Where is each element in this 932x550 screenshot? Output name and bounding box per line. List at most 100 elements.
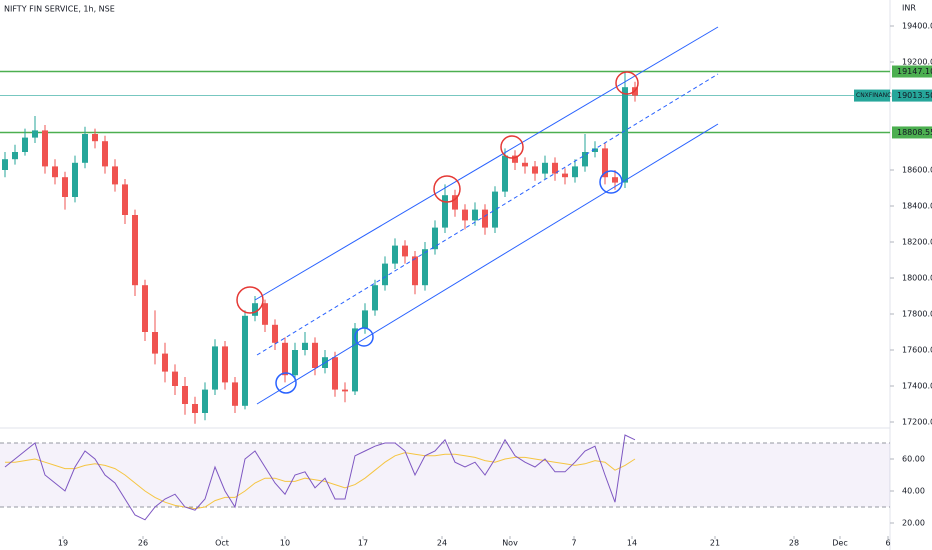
candle-body bbox=[182, 386, 188, 404]
candle-body bbox=[272, 324, 278, 343]
level-tag bbox=[892, 65, 932, 78]
x-tick-label: Oct bbox=[215, 539, 229, 548]
candle-body bbox=[472, 209, 478, 221]
y-tick-label: 17800.00 bbox=[902, 310, 932, 319]
y-tick-label: 18400.00 bbox=[902, 202, 932, 211]
circle-high bbox=[433, 175, 461, 203]
rsi-y-tick-label: 40.00 bbox=[902, 487, 925, 496]
candle-body bbox=[452, 195, 458, 210]
candle-body bbox=[622, 87, 628, 183]
candle-body bbox=[162, 353, 168, 372]
candle-body bbox=[42, 130, 48, 167]
candle-body bbox=[502, 155, 508, 192]
symbol-label: CNXFINANCE bbox=[856, 92, 895, 99]
candle-body bbox=[172, 371, 178, 386]
candle-body bbox=[152, 332, 158, 354]
x-tick-label: 21 bbox=[710, 539, 720, 548]
level-label: 19147.10 bbox=[897, 67, 932, 76]
y-tick-label: 17400.00 bbox=[902, 382, 932, 391]
drawings bbox=[236, 26, 719, 405]
candle-body bbox=[282, 342, 288, 376]
rsi-band bbox=[0, 443, 890, 507]
symbol-tag bbox=[854, 89, 890, 102]
candle-body bbox=[612, 177, 618, 183]
circle-high bbox=[500, 135, 524, 159]
candle-body bbox=[132, 215, 138, 286]
candle-body bbox=[532, 166, 538, 174]
candle-body bbox=[2, 159, 8, 170]
chart-title: NIFTY FIN SERVICE, 1h, NSE bbox=[4, 5, 115, 14]
candle-body bbox=[112, 166, 118, 185]
candle-body bbox=[412, 256, 418, 286]
candle-body bbox=[572, 166, 578, 178]
last-price-tag bbox=[892, 89, 932, 102]
y-tick-label: 19400.00 bbox=[902, 22, 932, 31]
candle-body bbox=[342, 389, 348, 392]
candle-body bbox=[212, 346, 218, 390]
x-tick-label: Dec bbox=[832, 539, 847, 548]
candle-body bbox=[552, 162, 558, 174]
rsi-y-tick-label: 60.00 bbox=[902, 455, 925, 464]
candle-body bbox=[512, 155, 518, 163]
candle-body bbox=[22, 137, 28, 152]
unit-label: INR bbox=[902, 4, 916, 13]
candle-body bbox=[242, 315, 248, 406]
candle-body bbox=[482, 209, 488, 228]
candle-body bbox=[522, 162, 528, 167]
x-tick-label: 17 bbox=[358, 539, 368, 548]
candle-body bbox=[92, 134, 98, 142]
candle-body bbox=[542, 162, 548, 174]
candle-body bbox=[12, 152, 18, 160]
y-tick-label: 18600.00 bbox=[902, 166, 932, 175]
candle-body bbox=[62, 177, 68, 197]
circle-low bbox=[599, 170, 623, 194]
y-tick-label: 17200.00 bbox=[902, 418, 932, 427]
candle-body bbox=[492, 191, 498, 228]
level-label: 18808.55 bbox=[897, 128, 932, 137]
candle-body bbox=[462, 209, 468, 221]
candle-body bbox=[312, 342, 318, 368]
last-price-label: 19013.50 bbox=[897, 91, 932, 100]
rsi-y-tick-label: 20.00 bbox=[902, 519, 925, 528]
candle-body bbox=[392, 245, 398, 264]
y-tick-label: 18200.00 bbox=[902, 238, 932, 247]
y-tick-label: 18000.00 bbox=[902, 274, 932, 283]
x-tick-label: 6 bbox=[885, 539, 890, 548]
x-tick-label: 10 bbox=[280, 539, 290, 548]
candle-body bbox=[142, 285, 148, 332]
candle-body bbox=[262, 303, 268, 325]
x-tick-label: 14 bbox=[627, 539, 637, 548]
x-tick-label: 28 bbox=[789, 539, 799, 548]
candle-body bbox=[352, 328, 358, 392]
candle-body bbox=[432, 227, 438, 250]
candle-body bbox=[72, 162, 78, 197]
level-tag bbox=[892, 126, 932, 139]
candle-body bbox=[232, 382, 238, 406]
candle-body bbox=[202, 389, 208, 413]
y-tick-label: 19200.00 bbox=[902, 58, 932, 67]
circle-low bbox=[275, 372, 297, 394]
circle-high bbox=[236, 286, 264, 314]
x-tick-label: Nov bbox=[502, 539, 518, 548]
x-tick-label: 24 bbox=[437, 539, 447, 548]
candle-body bbox=[402, 245, 408, 257]
candle-body bbox=[442, 195, 448, 228]
candle-body bbox=[372, 285, 378, 311]
candle-body bbox=[562, 173, 568, 178]
candle-body bbox=[252, 303, 258, 316]
candle-body bbox=[602, 148, 608, 178]
candle-body bbox=[102, 141, 108, 167]
rsi-ma-line bbox=[5, 452, 636, 510]
circle-high bbox=[615, 71, 639, 95]
candle-body bbox=[52, 166, 58, 178]
candle-body bbox=[362, 310, 368, 329]
candle-body bbox=[382, 263, 388, 286]
x-tick-label: 26 bbox=[138, 539, 148, 548]
channel-mid bbox=[256, 73, 719, 356]
channel-lower bbox=[256, 123, 719, 405]
candle-body bbox=[222, 346, 228, 383]
candle-body bbox=[192, 404, 198, 413]
circle-low bbox=[354, 327, 374, 347]
